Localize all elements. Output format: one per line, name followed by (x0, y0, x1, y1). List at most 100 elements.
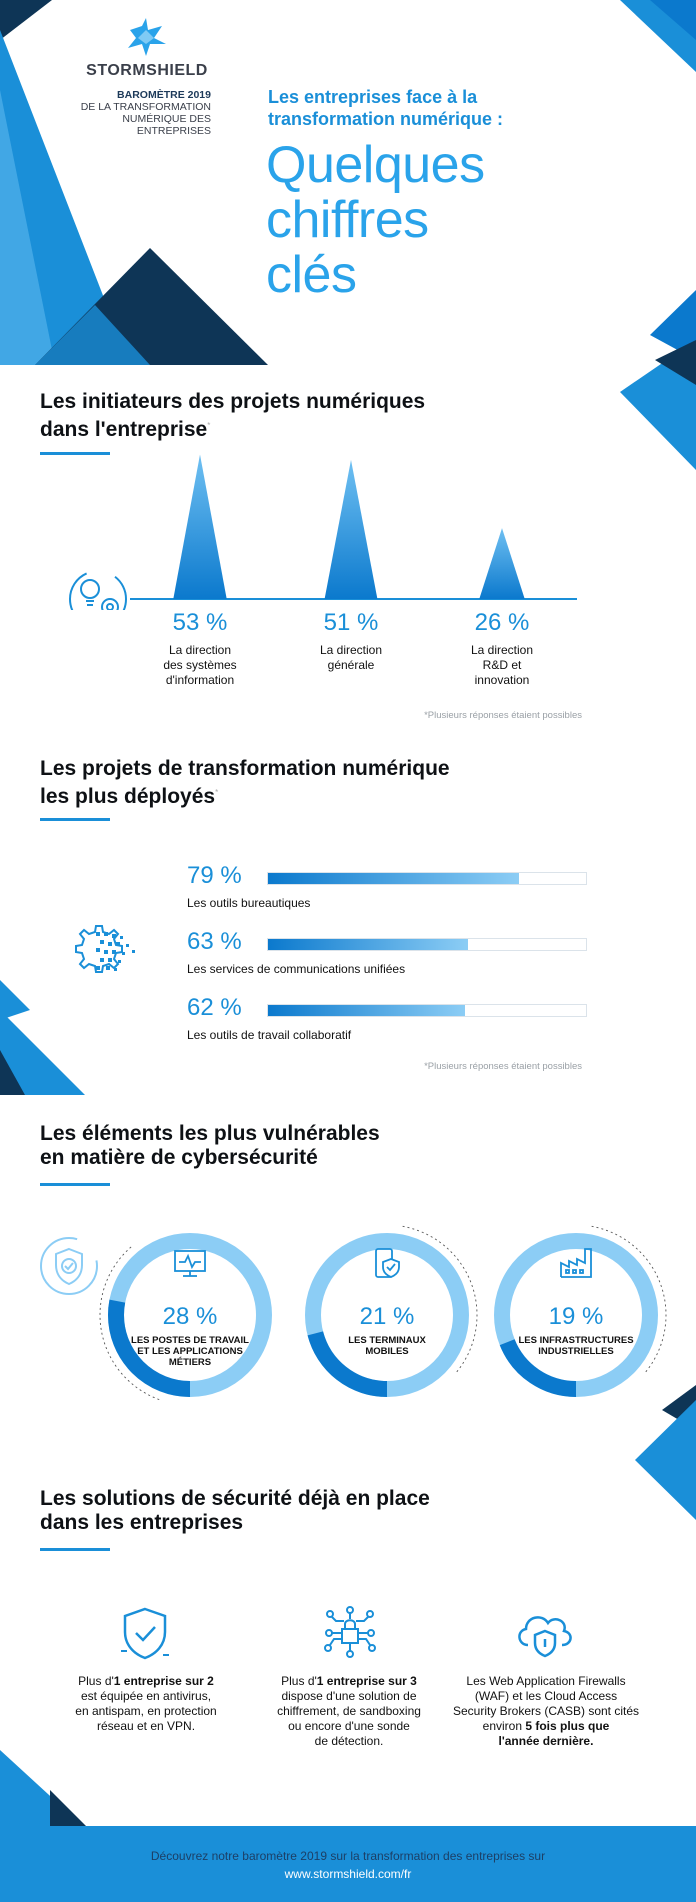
monitor-icon (174, 1250, 206, 1277)
barometre-line1: BAROMÈTRE 2019 (117, 89, 211, 101)
circuit-lock-icon (324, 1606, 376, 1658)
section3-rule (40, 1183, 110, 1186)
solution-text-line: Les Web Application Firewalls (451, 1674, 641, 1689)
vulnerability-label-line: INDUSTRIELLES (538, 1346, 614, 1357)
project-label: Les outils bureautiques (187, 896, 311, 910)
subtitle-line2: transformation numérique : (268, 109, 504, 129)
section1-title: Les initiateurs des projets numériques d… (40, 390, 460, 442)
donut-arc (494, 1233, 658, 1397)
solution-text-line: ou encore d'une sonde (254, 1719, 444, 1734)
decor-triangle-dark-tr (650, 0, 696, 40)
initiator-label-line: d'information (165, 673, 235, 687)
solution-text-line: dispose d'une solution de (254, 1689, 444, 1704)
decor-triangle-blue-mid (35, 305, 150, 365)
section1-asterisk: * (207, 421, 211, 430)
project-value: 79 % (187, 862, 242, 889)
project-bar-track (267, 872, 587, 885)
solution-text: Plus d'1 entreprise sur 3 dispose d'une s… (254, 1674, 444, 1749)
section2-note: *Plusieurs réponses étaient possibles (424, 1061, 582, 1072)
header-title: Quelques chiffres clés (266, 138, 526, 303)
footer-band (0, 1826, 696, 1902)
solution-text-plain: en antispam, en protection (75, 1704, 217, 1718)
vulnerability-label-line: MOBILES (365, 1346, 409, 1357)
barometre-line3: NUMÉRIQUE DES (122, 113, 211, 125)
section2-asterisk: * (215, 788, 219, 797)
initiator-label-line: La direction (168, 643, 232, 657)
initiator-value: 53 % (172, 609, 228, 636)
title-line3: clés (266, 246, 357, 304)
project-label: Les services de communications unifiées (187, 962, 406, 976)
donut-dotted-arc (591, 1225, 667, 1374)
section4-title-line2: dans les entreprises (40, 1511, 244, 1534)
initiator-value: 51 % (323, 609, 379, 636)
initiator-label-line: R&D et (482, 658, 522, 672)
barometre-line2: DE LA TRANSFORMATION (80, 101, 211, 113)
section3-title: Les éléments les plus vulnérables en mat… (40, 1122, 460, 1170)
title-line1: Quelques (266, 136, 485, 194)
header-subtitle: Les entreprises face à la transformation… (268, 86, 528, 130)
solution-text-line: (WAF) et les Cloud Access (451, 1689, 641, 1704)
initiator-label-line: innovation (474, 673, 530, 687)
solution-text-line: Security Brokers (CASB) sont cités (451, 1704, 641, 1719)
project-bar-track (267, 1004, 587, 1017)
section2-title-line1: Les projets de transformation numérique (40, 757, 450, 780)
initiator-label: La direction R&D et innovation (442, 643, 562, 688)
initiator-label-line: générale (327, 658, 375, 672)
project-bar-fill (268, 1005, 466, 1016)
subtitle-line1: Les entreprises face à la (268, 87, 478, 107)
solution-text-plain: environ (482, 1719, 526, 1733)
section2-title-line2: les plus déployés (40, 785, 216, 808)
solution-text-bold: l'année dernière. (498, 1734, 594, 1748)
section1-rule (40, 452, 110, 455)
section2-rule (40, 818, 110, 821)
footer-link[interactable]: www.stormshield.com/fr (284, 1867, 412, 1881)
factory-icon (560, 1248, 592, 1278)
project-bar-track (267, 938, 587, 951)
decor-triangle-l1 (0, 980, 30, 1020)
vulnerability-label-line: ET LES APPLICATIONS (137, 1346, 243, 1357)
donut-dotted-arc (402, 1225, 478, 1374)
vulnerability-value: 21 % (359, 1303, 415, 1330)
barometre-line4: ENTREPRISES (136, 125, 211, 137)
solution-text-line: environ 5 fois plus que (451, 1719, 641, 1734)
vulnerability-label-line: LES INFRASTRUCTURES (518, 1335, 634, 1346)
decor-triangle-light-tl (0, 90, 55, 365)
decor-triangle-r1 (650, 290, 696, 360)
footer-line1: Découvrez notre baromètre 2019 sur la tr… (150, 1849, 546, 1863)
solution-text-plain: (WAF) et les Cloud Access (474, 1689, 618, 1703)
solution-text-plain: Plus d' (281, 1674, 317, 1688)
section2-title: Les projets de transformation numérique … (40, 757, 460, 809)
project-label: Les outils de travail collaboratif (187, 1028, 352, 1042)
solution-text-plain: chiffrement, de sandboxing (277, 1704, 421, 1718)
section4-title: Les solutions de sécurité déjà en place … (40, 1487, 460, 1535)
project-bar-fill (268, 873, 520, 884)
brand-name: STORMSHIELD (86, 62, 208, 79)
initiator-spike (324, 459, 378, 599)
section4-rule (40, 1548, 110, 1551)
project-bar-fill (268, 939, 469, 950)
section3-title-line1: Les éléments les plus vulnérables (40, 1122, 380, 1145)
solution-text-line: de détection. (254, 1734, 444, 1749)
initiator-label: La direction générale (291, 643, 411, 673)
solution-text-line: l'année dernière. (451, 1734, 641, 1749)
initiator-label-line: La direction (470, 643, 534, 657)
initiator-spike (479, 528, 525, 599)
vulnerability-label-line: LES TERMINAUX (348, 1335, 426, 1346)
vulnerability-label: LES INFRASTRUCTURES INDUSTRIELLES (516, 1335, 636, 1357)
solution-text-bold: 1 entreprise sur 3 (316, 1674, 417, 1688)
decor-triangle-l2 (0, 1010, 85, 1095)
initiator-spike (173, 454, 227, 599)
gear-data-icon (75, 925, 135, 973)
project-value: 62 % (187, 994, 242, 1021)
solution-text-line: Plus d'1 entreprise sur 3 (254, 1674, 444, 1689)
section4-title-line1: Les solutions de sécurité déjà en place (40, 1487, 430, 1510)
solution-text-line: chiffrement, de sandboxing (254, 1704, 444, 1719)
solution-text: Les Web Application Firewalls (WAF) et le… (451, 1674, 641, 1749)
vulnerability-label: LES POSTES DE TRAVAIL ET LES APPLICATIONS… (130, 1335, 250, 1368)
section1-title-line2: dans l'entreprise (40, 418, 208, 441)
vulnerability-value: 19 % (548, 1303, 604, 1330)
donut-arc (108, 1233, 272, 1397)
title-line2: chiffres (266, 191, 429, 249)
solution-text-plain: réseau et en VPN. (96, 1719, 196, 1733)
